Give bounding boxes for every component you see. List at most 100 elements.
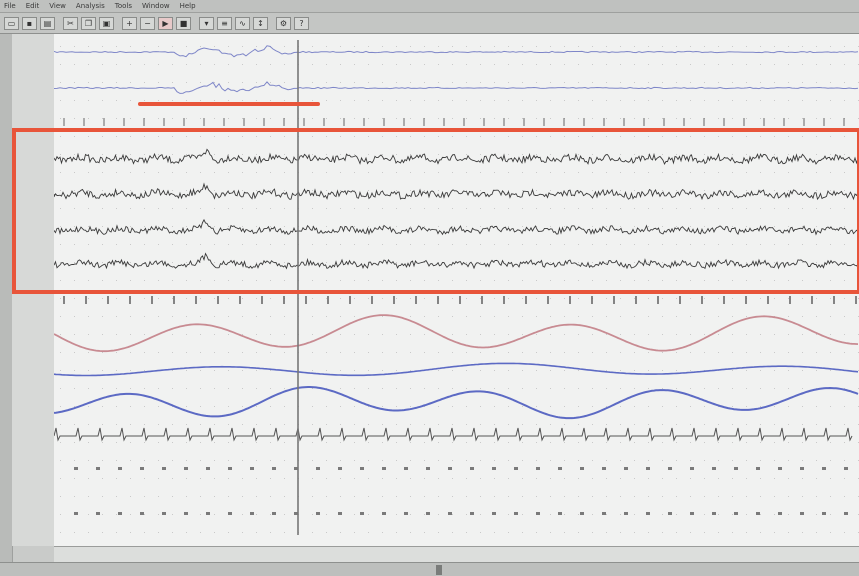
grid-dot [690, 136, 691, 137]
grid-dot [508, 424, 509, 425]
grid-dot [284, 244, 285, 245]
menu-item-window[interactable]: Window [142, 2, 170, 10]
grid-dot [326, 244, 327, 245]
menu-item-edit[interactable]: Edit [25, 2, 40, 10]
grid-dot [74, 154, 75, 155]
grid-dot [816, 298, 817, 299]
stop-icon[interactable]: ■ [176, 16, 191, 30]
grid-dot [242, 208, 243, 209]
menu-item-view[interactable]: View [49, 2, 66, 10]
grid-dot [74, 424, 75, 425]
montage-icon[interactable]: ≡ [217, 16, 232, 30]
grid-dot [480, 334, 481, 335]
copy-icon[interactable]: ❐ [81, 16, 96, 30]
grid-dot [494, 424, 495, 425]
grid-dot [172, 316, 173, 317]
grid-dot [438, 424, 439, 425]
grid-dot [172, 298, 173, 299]
zoom-in-icon[interactable]: + [122, 16, 137, 30]
grid-dot [74, 406, 75, 407]
menu-item-help[interactable]: Help [179, 2, 196, 10]
grid-dot [788, 316, 789, 317]
grid-dot [704, 388, 705, 389]
cut-icon[interactable]: ✂ [63, 16, 78, 30]
grid-dot [466, 316, 467, 317]
gain-icon[interactable]: ↕ [253, 16, 268, 30]
grid-dot [634, 262, 635, 263]
filter-icon[interactable]: ∿ [235, 16, 250, 30]
grid-dot [312, 388, 313, 389]
save-icon[interactable]: ▪ [22, 16, 37, 30]
grid-dot [354, 514, 355, 515]
grid-dot [830, 352, 831, 353]
grid-dot [354, 460, 355, 461]
grid-dot [732, 442, 733, 443]
grid-dot [116, 298, 117, 299]
grid-dot [270, 370, 271, 371]
grid-dot [172, 226, 173, 227]
grid-dot [102, 46, 103, 47]
grid-dot [578, 208, 579, 209]
grid-dot [788, 280, 789, 281]
grid-dot [606, 136, 607, 137]
grid-dot [676, 514, 677, 515]
grid-dot [578, 298, 579, 299]
grid-dot [130, 226, 131, 227]
grid-dot [452, 514, 453, 515]
marker-icon[interactable]: ▾ [199, 16, 214, 30]
grid-dot [648, 118, 649, 119]
grid-dot [634, 190, 635, 191]
grid-dot [592, 46, 593, 47]
marker-dot [734, 512, 738, 515]
grid-dot [214, 190, 215, 191]
play-icon[interactable]: ▶ [158, 16, 173, 30]
grid-dot [690, 442, 691, 443]
paste-icon[interactable]: ▣ [99, 16, 114, 30]
print-icon[interactable]: ▤ [40, 16, 55, 30]
grid-dot [88, 64, 89, 65]
menu-item-file[interactable]: File [4, 2, 16, 10]
signal-plot-area[interactable] [54, 34, 859, 546]
grid-dot [466, 190, 467, 191]
open-icon[interactable]: ▭ [4, 16, 19, 30]
grid-dot [102, 370, 103, 371]
grid-dot [242, 280, 243, 281]
grid-dot [690, 172, 691, 173]
grid-dot [494, 496, 495, 497]
marker-dot [470, 467, 474, 470]
grid-dot [564, 424, 565, 425]
marker-dot [470, 512, 474, 515]
grid-dot [368, 280, 369, 281]
grid-dot [746, 262, 747, 263]
grid-dot [326, 118, 327, 119]
menu-item-tools[interactable]: Tools [114, 2, 132, 10]
grid-dot [760, 532, 761, 533]
grid-dot [214, 82, 215, 83]
grid-dot [788, 82, 789, 83]
grid-dot [410, 244, 411, 245]
grid-dot [648, 424, 649, 425]
grid-dot [480, 154, 481, 155]
zoom-out-icon[interactable]: − [140, 16, 155, 30]
grid-dot [382, 496, 383, 497]
grid-dot [634, 316, 635, 317]
grid-dot [228, 136, 229, 137]
grid-dot [60, 208, 61, 209]
grid-dot [284, 190, 285, 191]
grid-dot [256, 334, 257, 335]
time-scroll-thumb[interactable] [436, 565, 442, 575]
menu-item-analysis[interactable]: Analysis [75, 2, 105, 10]
grid-dot [802, 388, 803, 389]
grid-dot [256, 154, 257, 155]
grid-dot [550, 100, 551, 101]
grid-dot [326, 262, 327, 263]
settings-icon[interactable]: ⚙ [276, 16, 291, 30]
grid-dot [186, 532, 187, 533]
grid-dot [480, 82, 481, 83]
grid-dot [116, 100, 117, 101]
grid-dot [200, 352, 201, 353]
grid-dot [564, 280, 565, 281]
grid-dot [732, 280, 733, 281]
help-icon[interactable]: ? [294, 16, 309, 30]
grid-dot [102, 460, 103, 461]
